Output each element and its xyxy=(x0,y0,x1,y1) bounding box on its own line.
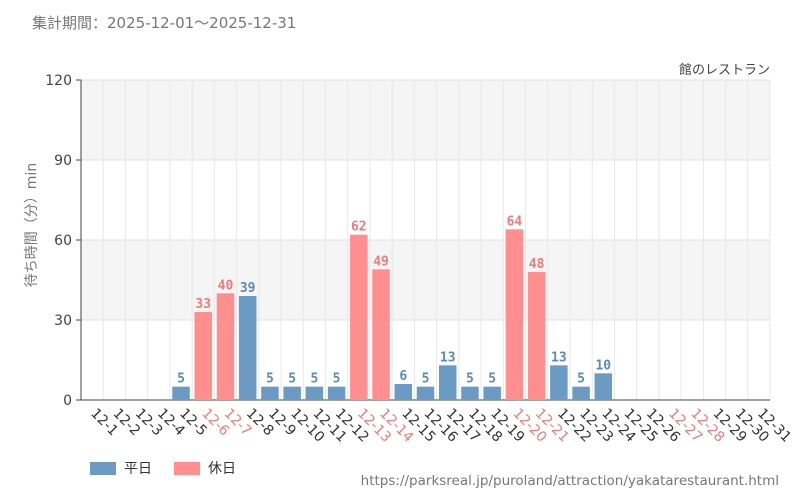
plot-band xyxy=(81,240,770,320)
data-label: 33 xyxy=(195,297,211,312)
chart-title: 館のレストラン xyxy=(678,63,770,78)
data-label: 62 xyxy=(351,220,367,235)
y-tick-label: 30 xyxy=(54,313,72,329)
bar xyxy=(216,293,235,400)
bar xyxy=(372,269,390,400)
data-label: 64 xyxy=(507,214,523,229)
bar xyxy=(594,373,613,400)
y-tick-label: 120 xyxy=(45,73,72,89)
y-tick-label: 60 xyxy=(54,233,72,249)
plot-band xyxy=(81,80,770,160)
bar xyxy=(394,384,413,400)
bar xyxy=(194,312,212,400)
bar xyxy=(438,365,457,400)
legend-item-holiday[interactable]: 休日 xyxy=(174,458,236,478)
bar xyxy=(483,386,501,400)
bar xyxy=(327,386,346,400)
data-label: 5 xyxy=(177,372,185,387)
bar xyxy=(550,365,568,400)
legend-label-weekday: 平日 xyxy=(124,461,152,477)
data-label: 5 xyxy=(577,372,585,387)
data-label: 6 xyxy=(399,369,407,384)
data-label: 48 xyxy=(529,257,545,272)
period-label: 集計期間：2025-12-01～2025-12-31 xyxy=(32,14,297,32)
legend-swatch-weekday xyxy=(90,461,116,475)
plot-band xyxy=(81,160,770,240)
source-url[interactable]: https://parksreal.jp/puroland/attraction… xyxy=(360,473,779,489)
data-label: 13 xyxy=(440,350,456,365)
data-label: 49 xyxy=(373,254,389,269)
data-label: 5 xyxy=(488,372,496,387)
legend-label-holiday: 休日 xyxy=(208,461,236,477)
data-label: 5 xyxy=(310,372,318,387)
bar xyxy=(416,386,435,400)
data-label: 40 xyxy=(218,278,234,293)
bar xyxy=(572,386,590,400)
legend-item-weekday[interactable]: 平日 xyxy=(90,458,152,478)
bar xyxy=(461,386,479,400)
bar xyxy=(172,386,190,400)
bar xyxy=(505,229,524,400)
data-label: 39 xyxy=(240,281,256,296)
y-tick-label: 90 xyxy=(54,153,72,169)
data-label: 13 xyxy=(551,350,567,365)
legend: 平日 休日 xyxy=(90,458,258,478)
bar xyxy=(350,234,368,400)
bar xyxy=(238,296,257,400)
legend-swatch-holiday xyxy=(174,461,200,475)
bar xyxy=(261,386,279,400)
bar xyxy=(283,386,301,400)
y-tick-label: 0 xyxy=(63,393,72,409)
data-label: 10 xyxy=(595,358,611,373)
data-label: 5 xyxy=(266,372,274,387)
bar xyxy=(527,272,546,400)
data-label: 5 xyxy=(288,372,296,387)
data-label: 5 xyxy=(333,372,341,387)
data-label: 5 xyxy=(422,372,430,387)
data-label: 5 xyxy=(466,372,474,387)
bar xyxy=(305,386,324,400)
